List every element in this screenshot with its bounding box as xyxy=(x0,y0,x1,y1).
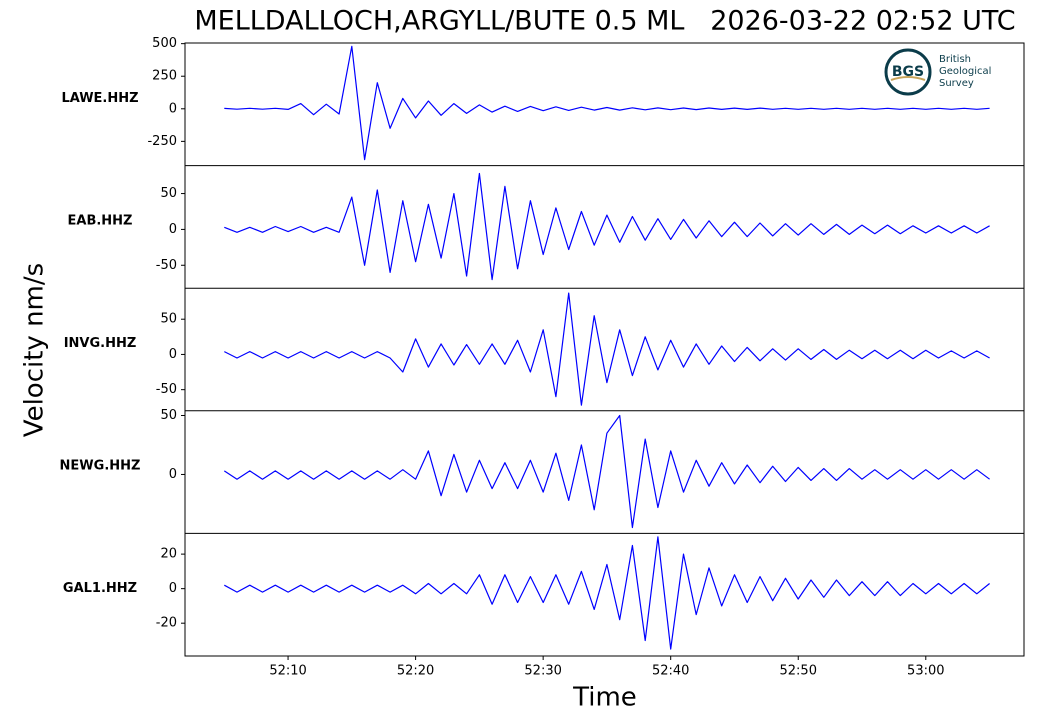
y-tick-label: 0 xyxy=(169,467,177,482)
y-tick-label: 20 xyxy=(160,547,177,562)
logo: BGS British Geological Survey xyxy=(884,48,991,96)
y-tick-label: -50 xyxy=(156,382,177,397)
logo-text: Geological xyxy=(939,66,991,77)
waveform xyxy=(224,45,990,161)
logo-text: British xyxy=(939,54,971,65)
trace-label: NEWG.HHZ xyxy=(60,459,141,474)
x-axis-label: Time xyxy=(572,683,637,713)
waveform xyxy=(223,414,990,529)
logo-abbr: BGS xyxy=(892,64,924,80)
y-tick-label: -20 xyxy=(156,616,177,631)
y-tick-label: -250 xyxy=(147,134,177,149)
y-axis-label: Velocity nm/s xyxy=(20,263,50,437)
x-tick-label: 52:30 xyxy=(524,664,561,679)
x-tick-label: 53:00 xyxy=(907,664,944,679)
y-tick-label: 500 xyxy=(152,36,177,51)
chart-title: MELLDALLOCH,ARGYLL/BUTE 0.5 ML 2026-03-2… xyxy=(194,6,1015,37)
trace-label: INVG.HHZ xyxy=(64,336,137,351)
y-tick-label: 0 xyxy=(169,347,177,362)
plot-frame xyxy=(184,42,1025,657)
y-tick-label: 50 xyxy=(160,408,177,423)
logo-wave xyxy=(890,76,926,81)
logo-text: Survey xyxy=(939,78,974,89)
y-tick-label: 0 xyxy=(169,581,177,596)
waveform xyxy=(224,172,990,281)
x-tick-label: 52:10 xyxy=(269,664,306,679)
trace-label: GAL1.HHZ xyxy=(63,581,137,596)
y-tick-label: 250 xyxy=(152,69,177,84)
x-tick-label: 52:50 xyxy=(780,664,817,679)
y-tick-label: 50 xyxy=(160,312,177,327)
y-tick-label: 50 xyxy=(160,186,177,201)
waveform xyxy=(224,292,990,406)
trace-label: EAB.HHZ xyxy=(68,213,133,228)
x-tick-label: 52:20 xyxy=(397,664,434,679)
y-tick-label: 0 xyxy=(169,222,177,237)
y-tick-label: -50 xyxy=(156,258,177,273)
logo-ring xyxy=(884,48,932,96)
x-tick-label: 52:40 xyxy=(652,664,689,679)
trace-label: LAWE.HHZ xyxy=(61,91,138,106)
waveform xyxy=(224,536,990,650)
y-tick-label: 0 xyxy=(169,101,177,116)
